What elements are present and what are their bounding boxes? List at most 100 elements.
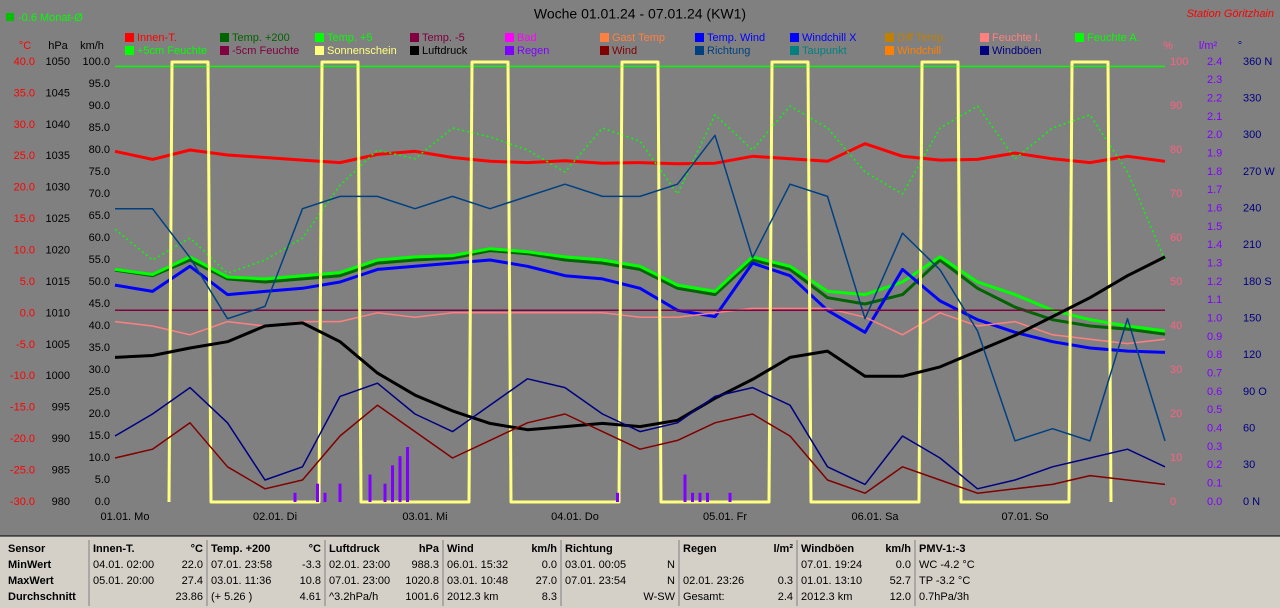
y-tick-label: 80.0 (89, 144, 110, 156)
legend-swatch (1075, 33, 1084, 42)
y-tick-label: 2.4 (1207, 56, 1222, 68)
legend-label: Windchill X (802, 32, 857, 44)
y-tick-label: -25.0 (10, 464, 35, 476)
y-tick-label: 5.0 (95, 474, 110, 486)
series-line (114, 378, 1166, 490)
y-tick-label: 2.1 (1207, 111, 1222, 123)
y-tick-label: 1.1 (1207, 294, 1222, 306)
axis-unit: % (1163, 40, 1173, 52)
rain-bar (728, 492, 732, 502)
y-tick-label: 90 (1170, 100, 1182, 112)
group-unit: l/m² (773, 543, 793, 555)
legend-label: Temp. Wind (707, 32, 765, 44)
y-tick-label: 330 (1243, 93, 1261, 105)
x-tick-label: 02.01. Di (253, 511, 297, 523)
legend-label: Feuchte I. (992, 32, 1041, 44)
group-unit: °C (309, 543, 321, 555)
y-tick-label: 1010 (46, 307, 70, 319)
y-tick-label: 95.0 (89, 78, 110, 90)
row-label: MaxWert (8, 575, 54, 587)
x-tick-label: 07.01. So (1001, 511, 1048, 523)
cell-time: TP -3.2 °C (919, 575, 970, 587)
legend-label: Temp. -5 (422, 32, 465, 44)
x-tick-label: 06.01. Sa (851, 511, 899, 523)
y-tick-label: -20.0 (10, 433, 35, 445)
y-tick-label: 40.0 (14, 56, 35, 68)
y-tick-label: 100.0 (82, 56, 110, 68)
legend-swatch (885, 33, 894, 42)
y-tick-label: 990 (52, 433, 70, 445)
y-tick-label: 985 (52, 464, 70, 476)
group-name: Windböen (801, 543, 854, 555)
legend-label: -5cm Feuchte (232, 45, 299, 57)
legend-swatch (315, 33, 324, 42)
row-label: MinWert (8, 559, 52, 571)
cell-time: (+ 5.26 ) (211, 591, 252, 603)
x-tick-label: 04.01. Do (551, 511, 599, 523)
y-tick-label: 1050 (46, 56, 70, 68)
cell-value: 0.3 (778, 575, 793, 587)
legend-label: Feuchte A. (1087, 32, 1140, 44)
cell-time: 05.01. 20:00 (93, 575, 154, 587)
group-name: PMV-1:-3 (919, 543, 965, 555)
rain-bar (691, 492, 694, 502)
y-tick-label: 15.0 (14, 213, 35, 225)
y-tick-label: 150 (1243, 313, 1261, 325)
cell-time: 2012.3 km (801, 591, 852, 603)
y-tick-label: 0.3 (1207, 441, 1222, 453)
series-line (114, 142, 1166, 166)
annotation: -0.6 Monat-Ø (18, 12, 83, 24)
y-tick-label: 1030 (46, 182, 70, 194)
cell-time: 07.01. 23:00 (329, 575, 390, 587)
y-tick-label: 0.0 (95, 496, 110, 508)
group-unit: km/h (531, 543, 557, 555)
cell-value: -3.3 (302, 559, 321, 571)
y-tick-label: 35.0 (89, 342, 110, 354)
legend-label: Regen (517, 45, 549, 57)
y-tick-label: 0.5 (1207, 404, 1222, 416)
series-line (167, 60, 1113, 504)
legend-swatch (695, 33, 704, 42)
group-name: Luftdruck (329, 543, 381, 555)
cell-time: 03.01. 00:05 (565, 559, 626, 571)
y-tick-label: 1005 (46, 339, 70, 351)
y-tick-label: 0.0 (1207, 496, 1222, 508)
y-tick-label: 30.0 (89, 364, 110, 376)
table-background (0, 536, 1280, 608)
y-tick-label: 1.9 (1207, 148, 1222, 160)
group-unit: km/h (885, 543, 911, 555)
y-tick-label: 1025 (46, 213, 70, 225)
y-tick-label: 60.0 (89, 232, 110, 244)
y-tick-label: 1000 (46, 370, 70, 382)
rain-bar (406, 447, 409, 502)
y-tick-label: 180 S (1243, 276, 1272, 288)
cell-value: 23.86 (175, 591, 203, 603)
y-tick-label: 0.8 (1207, 349, 1222, 361)
y-tick-label: 1.7 (1207, 184, 1222, 196)
y-tick-label: 25.0 (89, 386, 110, 398)
y-tick-label: 85.0 (89, 122, 110, 134)
y-tick-label: 0.0 (20, 307, 35, 319)
legend-label: Windböen (992, 45, 1042, 57)
legend-swatch (125, 33, 134, 42)
cell-time: 02.01. 23:26 (683, 575, 744, 587)
legend-label: Windchill (897, 45, 941, 57)
y-tick-label: 40.0 (89, 320, 110, 332)
cell-time: 2012.3 km (447, 591, 498, 603)
cell-value: N (667, 559, 675, 571)
legend-swatch (885, 46, 894, 55)
series-line (114, 255, 1166, 432)
y-tick-label: 30.0 (14, 119, 35, 131)
y-tick-label: 60 (1170, 232, 1182, 244)
y-tick-label: 10.0 (14, 244, 35, 256)
legend-swatch (410, 33, 419, 42)
cell-value: 8.3 (542, 591, 557, 603)
y-tick-label: 60 (1243, 423, 1255, 435)
rain-bar (391, 465, 394, 502)
cell-time: WC -4.2 °C (919, 559, 975, 571)
y-tick-label: 65.0 (89, 210, 110, 222)
legend-label: Innen-T. (137, 32, 177, 44)
y-tick-label: 1.3 (1207, 258, 1222, 270)
cell-time: Gesamt: (683, 591, 725, 603)
